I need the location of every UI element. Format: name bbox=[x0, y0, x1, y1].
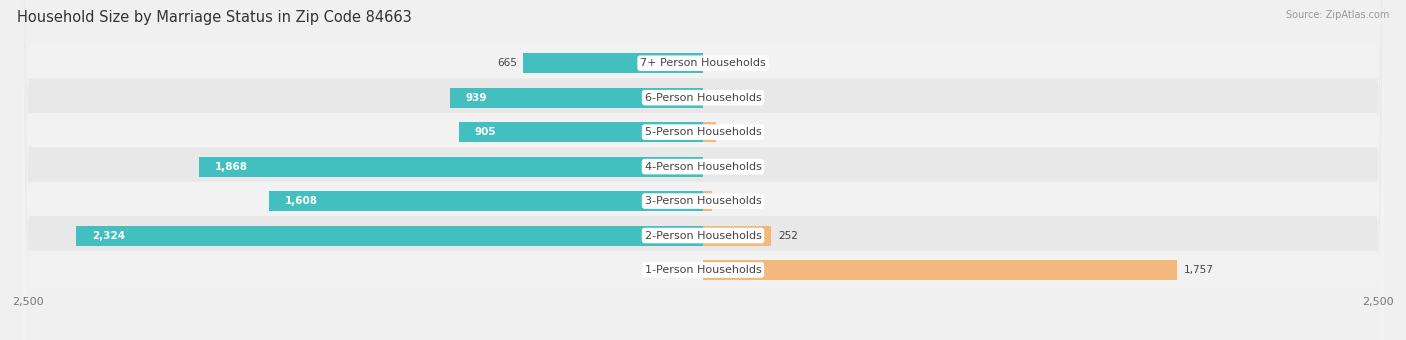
Text: 939: 939 bbox=[465, 93, 488, 103]
FancyBboxPatch shape bbox=[21, 0, 1385, 340]
Bar bbox=[198, 157, 703, 176]
Text: 0: 0 bbox=[756, 58, 763, 68]
Bar bbox=[269, 191, 703, 211]
Bar bbox=[76, 225, 703, 245]
Bar bbox=[523, 53, 703, 73]
Text: Source: ZipAtlas.com: Source: ZipAtlas.com bbox=[1285, 10, 1389, 20]
Bar bbox=[450, 88, 703, 108]
FancyBboxPatch shape bbox=[21, 0, 1385, 340]
Text: 5-Person Households: 5-Person Households bbox=[644, 127, 762, 137]
Text: 1,757: 1,757 bbox=[1184, 265, 1213, 275]
FancyBboxPatch shape bbox=[21, 0, 1385, 340]
Text: 6-Person Households: 6-Person Households bbox=[644, 93, 762, 103]
Text: 2,324: 2,324 bbox=[91, 231, 125, 240]
Text: Household Size by Marriage Status in Zip Code 84663: Household Size by Marriage Status in Zip… bbox=[17, 10, 412, 25]
Text: 3-Person Households: 3-Person Households bbox=[644, 196, 762, 206]
Bar bbox=[703, 260, 1177, 280]
Text: 35: 35 bbox=[720, 196, 733, 206]
Text: 0: 0 bbox=[756, 162, 763, 172]
Bar bbox=[703, 225, 770, 245]
Text: 1-Person Households: 1-Person Households bbox=[644, 265, 762, 275]
Text: 252: 252 bbox=[778, 231, 797, 240]
Text: 4-Person Households: 4-Person Households bbox=[644, 162, 762, 172]
FancyBboxPatch shape bbox=[21, 0, 1385, 340]
Text: 48: 48 bbox=[723, 127, 735, 137]
Text: 2-Person Households: 2-Person Households bbox=[644, 231, 762, 240]
Text: 7+ Person Households: 7+ Person Households bbox=[640, 58, 766, 68]
Text: 0: 0 bbox=[756, 93, 763, 103]
FancyBboxPatch shape bbox=[21, 0, 1385, 340]
Text: 1,608: 1,608 bbox=[285, 196, 318, 206]
Bar bbox=[458, 122, 703, 142]
Bar bbox=[703, 122, 716, 142]
Text: 1,868: 1,868 bbox=[215, 162, 247, 172]
Bar bbox=[703, 191, 713, 211]
FancyBboxPatch shape bbox=[21, 0, 1385, 340]
Text: 905: 905 bbox=[475, 127, 496, 137]
Text: 665: 665 bbox=[496, 58, 517, 68]
FancyBboxPatch shape bbox=[21, 0, 1385, 340]
